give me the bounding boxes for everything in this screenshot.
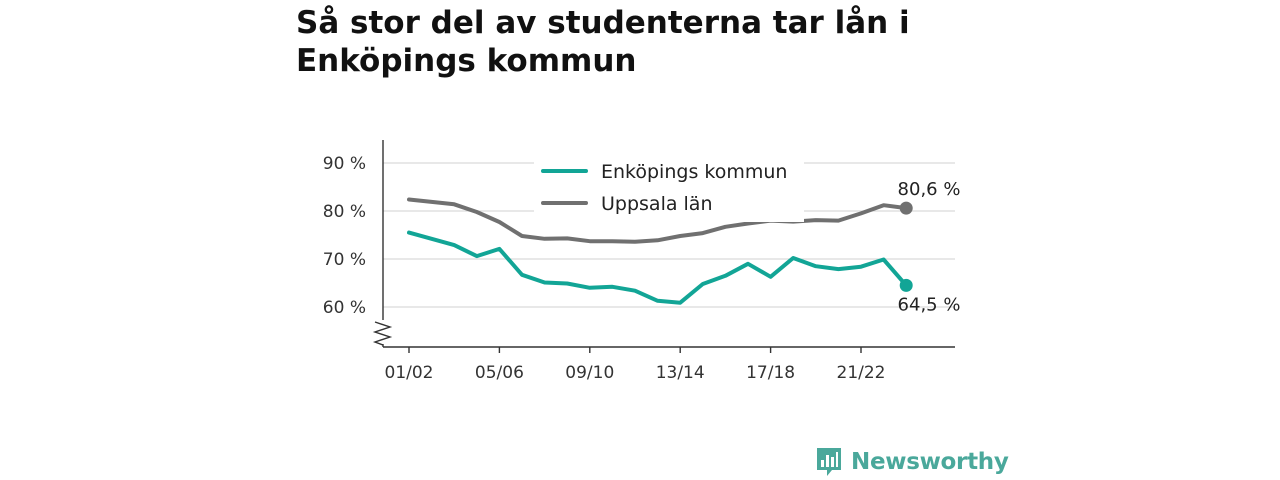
legend: Enköpings kommun Uppsala län (534, 152, 804, 222)
data-point (883, 204, 885, 206)
data-point (589, 240, 591, 242)
data-point (657, 239, 659, 241)
data-point (498, 221, 500, 223)
x-tick-label: 09/10 (565, 363, 614, 383)
data-point (679, 235, 681, 237)
data-point (815, 265, 817, 267)
end-point-marker (899, 278, 913, 292)
y-tick-label: 90 % (323, 154, 366, 174)
data-point (611, 286, 613, 288)
data-point (634, 290, 636, 292)
data-point (883, 259, 885, 261)
legend-background (534, 152, 804, 222)
data-point (611, 240, 613, 242)
series-lines: 80,6 % 64,5 % (407, 179, 961, 315)
data-point (498, 248, 500, 250)
data-point (476, 255, 478, 257)
y-tick-label: 60 % (323, 298, 366, 318)
end-point-marker (899, 201, 913, 215)
newsworthy-logo[interactable]: Newsworthy (815, 445, 1009, 479)
end-value-label: 64,5 % (898, 294, 961, 315)
data-point (679, 302, 681, 304)
data-point (566, 283, 568, 285)
data-point (747, 263, 749, 265)
legend-label: Uppsala län (601, 193, 713, 215)
data-point (724, 275, 726, 277)
data-point (521, 235, 523, 237)
legend-label: Enköpings kommun (601, 161, 787, 183)
data-point (431, 201, 433, 203)
data-point (815, 219, 817, 221)
data-point (770, 276, 772, 278)
data-point (521, 274, 523, 276)
data-point (702, 283, 704, 285)
data-point (566, 237, 568, 239)
data-point (702, 232, 704, 234)
data-point (724, 226, 726, 228)
data-point (860, 212, 862, 214)
chart-title: Så stor del av studenterna tar lån i Enk… (296, 5, 910, 79)
series-line-uppsala (407, 197, 909, 244)
data-point (657, 300, 659, 302)
data-point (453, 244, 455, 246)
axis-break-icon (372, 321, 393, 346)
x-tick-label: 01/02 (385, 363, 434, 383)
data-point (431, 238, 433, 240)
data-point (837, 268, 839, 270)
data-point (837, 220, 839, 222)
data-point (634, 241, 636, 243)
data-point (476, 211, 478, 213)
series-line-enkoping (407, 230, 909, 305)
x-tick-label: 17/18 (746, 363, 795, 383)
data-point (860, 266, 862, 268)
axes: 60 % 70 % 80 % 90 % 01/02 05/06 09/10 13/14 17/1… (323, 140, 955, 383)
data-point (747, 223, 749, 225)
end-value-label: 80,6 % (898, 179, 961, 200)
x-tick-label: 13/14 (656, 363, 705, 383)
data-point (408, 199, 410, 201)
x-tick-label: 21/22 (837, 363, 886, 383)
y-tick-label: 80 % (323, 202, 366, 222)
data-point (453, 203, 455, 205)
data-point (408, 232, 410, 234)
data-point (589, 287, 591, 289)
data-point (544, 238, 546, 240)
data-point (544, 282, 546, 284)
bar-chart-logo-icon (817, 448, 841, 476)
data-point (792, 257, 794, 259)
brand-name: Newsworthy (851, 449, 1009, 475)
y-tick-label: 70 % (323, 250, 366, 270)
x-tick-label: 05/06 (475, 363, 524, 383)
